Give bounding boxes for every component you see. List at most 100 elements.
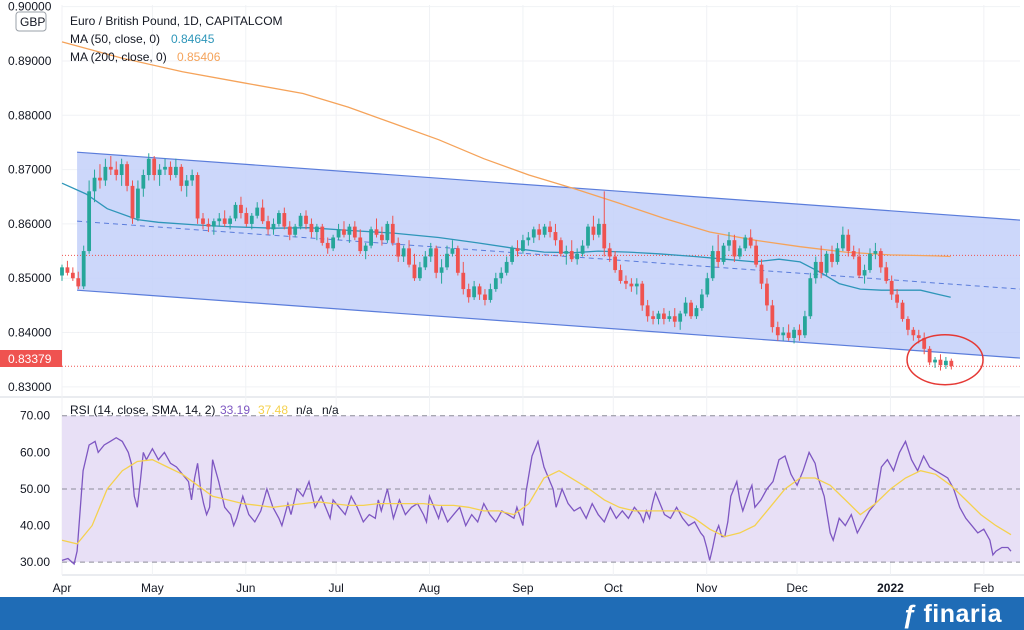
candle — [607, 242, 612, 262]
candle — [678, 310, 683, 330]
candle-body — [488, 289, 493, 300]
candle — [906, 316, 910, 336]
ma50-line — [61, 182, 951, 298]
candle — [217, 213, 222, 227]
chart-title: Euro / British Pound, 1D, CAPITALCOM — [70, 14, 283, 28]
candle-body — [943, 360, 948, 366]
price-tick-label: 0.86000 — [8, 217, 52, 231]
candle-body — [624, 280, 628, 284]
candle — [510, 245, 514, 265]
candle-body — [65, 267, 70, 273]
candle — [613, 251, 618, 273]
ma50-value: 0.84645 — [171, 32, 215, 46]
candle — [548, 221, 552, 238]
candle-body — [369, 229, 373, 246]
candle-body — [417, 267, 422, 279]
candle-body — [629, 283, 634, 287]
candle-body — [889, 280, 894, 295]
candle-body — [119, 164, 124, 176]
candle-body — [141, 175, 146, 189]
candle-body — [857, 256, 862, 276]
rsi-tick-label: 60.00 — [20, 445, 50, 459]
candle-body — [103, 166, 108, 181]
candle-body — [721, 245, 726, 262]
candle — [710, 245, 715, 281]
candle — [569, 240, 574, 262]
candle-body — [266, 221, 270, 230]
candle-body — [347, 226, 352, 235]
candle-body — [759, 264, 764, 284]
candle — [249, 213, 254, 230]
candle-body — [558, 240, 563, 254]
currency-badge-box — [15, 11, 47, 32]
candle — [846, 229, 851, 257]
last-price-label: 0.83379 — [8, 352, 52, 366]
candle-body — [602, 223, 607, 249]
candle — [244, 207, 249, 227]
currency-badge-label: GBP — [20, 15, 45, 29]
candle-body — [510, 248, 514, 262]
candle-body — [781, 332, 786, 336]
candle — [434, 245, 439, 279]
time-tick-label: Aug — [419, 581, 440, 595]
candle-body — [222, 218, 227, 224]
candle — [222, 210, 227, 227]
rsi-tick-label: 40.00 — [20, 519, 50, 533]
candle — [624, 275, 628, 290]
candle — [239, 196, 243, 219]
rsi-na-value-2: n/a — [322, 403, 339, 417]
candle — [184, 175, 189, 197]
candle-body — [613, 256, 618, 271]
candle — [873, 242, 878, 260]
candle-body — [412, 264, 417, 279]
candle-body — [173, 166, 178, 176]
candle-body — [933, 359, 937, 363]
candle-body — [618, 270, 623, 281]
candle — [81, 245, 86, 290]
candle — [504, 256, 509, 276]
candle-body — [667, 316, 672, 319]
candle — [629, 278, 634, 292]
candle-body — [840, 234, 845, 249]
candle — [417, 261, 422, 281]
candle — [293, 223, 298, 238]
rsi-tick-label: 50.00 — [20, 482, 50, 496]
brand-logo[interactable]: ƒ finaria — [903, 599, 1003, 629]
last-price-badge: 0.83379 — [0, 350, 62, 367]
candle-body — [184, 180, 189, 186]
candle — [786, 324, 791, 341]
rsi-na-value-1: n/a — [296, 403, 313, 417]
candle-body — [792, 329, 796, 338]
candle-body — [98, 177, 102, 181]
channel-upper-line — [77, 151, 1021, 221]
candle-body — [352, 226, 357, 238]
currency-badge[interactable]: GBP — [15, 11, 47, 32]
candle — [201, 213, 205, 230]
candle-body — [765, 283, 769, 306]
candle-body — [374, 229, 379, 235]
candle — [803, 310, 807, 338]
candle — [558, 237, 563, 257]
candle — [136, 180, 140, 222]
candle-body — [786, 332, 791, 338]
candle-body — [163, 166, 167, 170]
candle-body — [277, 213, 281, 224]
candle — [352, 221, 357, 241]
chart-svg: 0.90000 0.89000 0.88000 0.87000 0.86000 0.850… — [0, 0, 1024, 597]
candle — [477, 283, 482, 300]
candle-body — [949, 360, 954, 367]
candle-body — [922, 337, 927, 349]
candle — [152, 156, 157, 181]
rsi-value: 33.19 — [220, 403, 250, 417]
candle — [298, 213, 303, 230]
candle-body — [255, 207, 260, 216]
candle — [553, 223, 558, 246]
candle — [813, 256, 818, 284]
candle — [949, 358, 954, 370]
candle — [119, 158, 124, 186]
candle-body — [396, 242, 401, 257]
time-tick-label: Sep — [512, 581, 534, 595]
time-tick-label: Feb — [974, 581, 995, 595]
candle — [255, 202, 260, 219]
candle-body — [596, 223, 601, 235]
